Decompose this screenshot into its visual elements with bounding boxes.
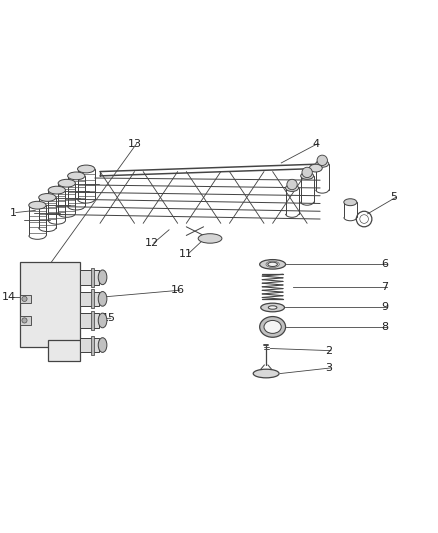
Ellipse shape [29, 201, 46, 209]
Text: 16: 16 [171, 285, 185, 295]
Bar [20, 295, 31, 303]
Ellipse shape [268, 306, 277, 309]
Ellipse shape [39, 193, 56, 201]
Ellipse shape [261, 303, 285, 312]
Circle shape [22, 296, 27, 302]
Ellipse shape [78, 165, 95, 173]
Ellipse shape [253, 369, 279, 378]
Ellipse shape [286, 184, 299, 191]
Ellipse shape [48, 186, 65, 194]
Text: 15: 15 [102, 313, 116, 324]
Ellipse shape [260, 260, 286, 269]
Bar [80, 313, 99, 328]
Ellipse shape [98, 338, 107, 352]
Circle shape [22, 318, 27, 323]
Text: 13: 13 [127, 139, 141, 149]
Ellipse shape [268, 262, 277, 266]
Circle shape [360, 215, 368, 223]
Ellipse shape [58, 179, 75, 187]
Text: 6: 6 [381, 260, 389, 269]
Text: 11: 11 [179, 248, 193, 259]
Bar [80, 270, 99, 285]
Bar [91, 268, 94, 287]
Text: 2: 2 [325, 346, 332, 356]
Text: 4: 4 [312, 139, 319, 149]
Ellipse shape [316, 160, 329, 167]
Ellipse shape [98, 313, 107, 328]
Text: 12: 12 [145, 238, 159, 248]
Bar [20, 262, 80, 346]
Ellipse shape [300, 172, 314, 179]
Ellipse shape [264, 320, 281, 333]
Ellipse shape [260, 317, 286, 337]
Ellipse shape [67, 172, 85, 180]
Bar [20, 316, 31, 325]
Bar [91, 335, 94, 354]
Ellipse shape [98, 270, 107, 285]
Circle shape [317, 155, 328, 166]
Bar [80, 338, 99, 352]
Ellipse shape [344, 199, 357, 206]
Text: 3: 3 [325, 363, 332, 373]
Bar [48, 340, 80, 361]
Text: 9: 9 [381, 303, 389, 312]
Ellipse shape [309, 164, 322, 172]
Circle shape [302, 167, 312, 177]
Bar [80, 292, 99, 306]
Text: 8: 8 [381, 322, 389, 332]
Text: 14: 14 [2, 292, 17, 302]
Text: 1: 1 [10, 207, 17, 217]
Text: 7: 7 [381, 282, 389, 292]
Ellipse shape [198, 233, 222, 243]
Text: 5: 5 [390, 192, 397, 203]
Bar [91, 311, 94, 330]
Ellipse shape [98, 292, 107, 306]
Bar [91, 289, 94, 309]
Circle shape [287, 179, 297, 190]
